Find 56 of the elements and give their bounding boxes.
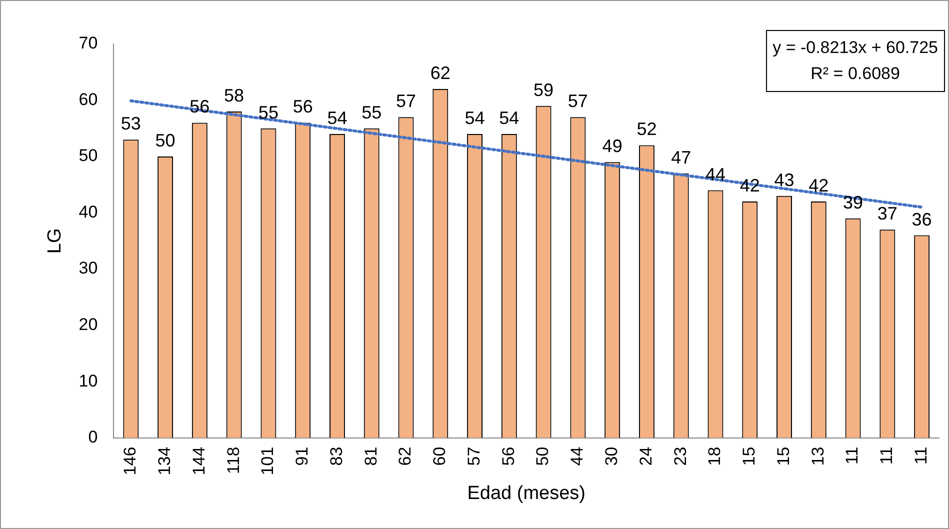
data-label: 54 — [327, 108, 348, 128]
data-label: 36 — [912, 209, 932, 230]
y-axis-title: LG — [44, 228, 66, 254]
x-tick-label: 23 — [670, 446, 690, 466]
data-label: 43 — [774, 170, 794, 190]
annotation: y = -0.8213x + 60.725 — [772, 37, 938, 59]
x-tick-label: 15 — [740, 446, 759, 466]
x-tick-label: 144 — [189, 446, 208, 476]
x-tick-label: 13 — [808, 446, 828, 466]
x-tick-label: 11 — [877, 446, 896, 464]
x-tick-label: 118 — [224, 446, 243, 474]
x-tick-label: 11 — [842, 446, 862, 464]
y-tick-label: 40 — [78, 202, 98, 222]
y-tick-label: 10 — [78, 371, 98, 390]
y-tick-label: 50 — [78, 146, 98, 166]
x-tick-label: 81 — [361, 446, 380, 466]
data-label: 52 — [636, 119, 657, 140]
data-label: 55 — [362, 102, 382, 122]
x-tick-label: 24 — [636, 446, 656, 466]
data-label: 57 — [568, 91, 588, 112]
x-tick-label: 50 — [533, 446, 552, 466]
data-label: 54 — [499, 108, 520, 128]
data-label: 53 — [120, 114, 141, 134]
data-label: 49 — [602, 136, 622, 156]
y-tick-label: 60 — [78, 90, 98, 109]
data-label: 50 — [155, 130, 176, 150]
x-tick-label: 101 — [258, 446, 278, 476]
data-label: 42 — [808, 176, 829, 196]
x-tick-label: 146 — [120, 446, 140, 476]
data-label: 54 — [464, 108, 485, 128]
x-tick-label: 60 — [430, 446, 450, 466]
x-tick-label: 134 — [154, 446, 174, 476]
data-label: 57 — [396, 91, 416, 112]
x-tick-label: 83 — [326, 446, 346, 466]
x-axis-title: Edad (meses) — [467, 482, 586, 504]
annotation: R² = 0.6089 — [810, 63, 901, 85]
y-tick-label: 30 — [78, 258, 98, 278]
data-label: 62 — [430, 62, 450, 83]
y-tick-label: 20 — [78, 315, 98, 334]
x-tick-label: 91 — [292, 446, 312, 466]
x-tick-label: 56 — [498, 446, 518, 466]
y-tick-label: 70 — [78, 34, 98, 53]
x-tick-label: 11 — [911, 446, 930, 464]
x-tick-label: 18 — [705, 446, 724, 466]
data-label: 58 — [224, 85, 244, 106]
data-label: 55 — [258, 102, 278, 122]
x-tick-label: 44 — [568, 446, 587, 466]
data-label: 37 — [877, 204, 898, 224]
x-tick-label: 57 — [464, 446, 484, 466]
data-label: 56 — [292, 96, 313, 117]
data-label: 59 — [534, 80, 554, 100]
x-tick-label: 15 — [774, 446, 793, 466]
x-tick-label: 30 — [602, 446, 622, 466]
y-tick-label: 0 — [88, 428, 98, 447]
x-tick-label: 62 — [396, 446, 415, 466]
data-label: 47 — [671, 147, 692, 168]
